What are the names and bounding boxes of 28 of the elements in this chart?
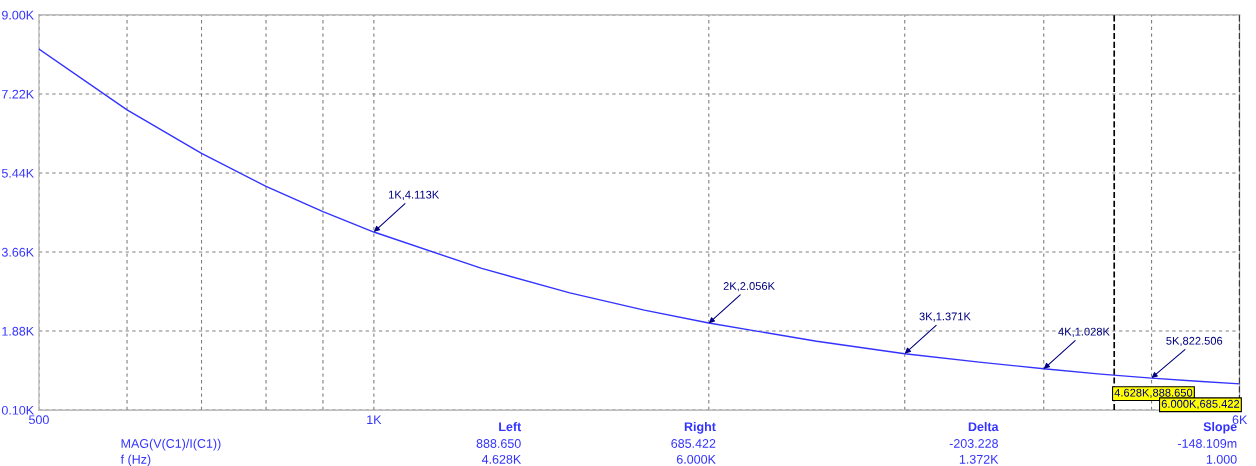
- text: Right: [684, 421, 716, 434]
- y-tick-label: 0.10K: [1, 405, 34, 415]
- ref-line-label: 6.000K,685.422: [1161, 399, 1240, 410]
- text: Delta: [968, 421, 999, 432]
- text: 685.422: [671, 439, 716, 448]
- y-tick-label: 1.88K: [2, 326, 34, 336]
- text: Left: [499, 421, 522, 432]
- text: MAG(V(C1)/I(C1)): [121, 438, 221, 451]
- text: 1.372K: [959, 454, 999, 464]
- x-tick-label: 500: [29, 415, 49, 425]
- y-tick-label: 3.66K: [1, 247, 34, 257]
- annotation: 5K,822.506: [1166, 336, 1223, 347]
- y-tick-label: 5.44K: [1, 168, 34, 178]
- ref-line-label: 4.628K,888.650: [1114, 388, 1193, 398]
- x-tick-label: 1K: [367, 415, 382, 424]
- y-tick-label: 9.00K: [2, 10, 34, 20]
- text: -203.228: [949, 439, 998, 448]
- text: 1.000: [1206, 454, 1237, 464]
- text: -148.109m: [1177, 439, 1237, 448]
- annotation: 4K,1.028K: [1058, 327, 1110, 337]
- annotation: 1K,4.113K: [389, 190, 440, 200]
- annotation: 3K,1.371K: [919, 312, 971, 322]
- y-tick-label: 7.22K: [2, 89, 34, 99]
- annotation: 2K,2.056K: [723, 282, 775, 292]
- text: f (Hz): [120, 454, 151, 466]
- text: 6.000K: [676, 454, 716, 464]
- text: 4.628K: [481, 454, 522, 464]
- text: 888.650: [476, 439, 521, 448]
